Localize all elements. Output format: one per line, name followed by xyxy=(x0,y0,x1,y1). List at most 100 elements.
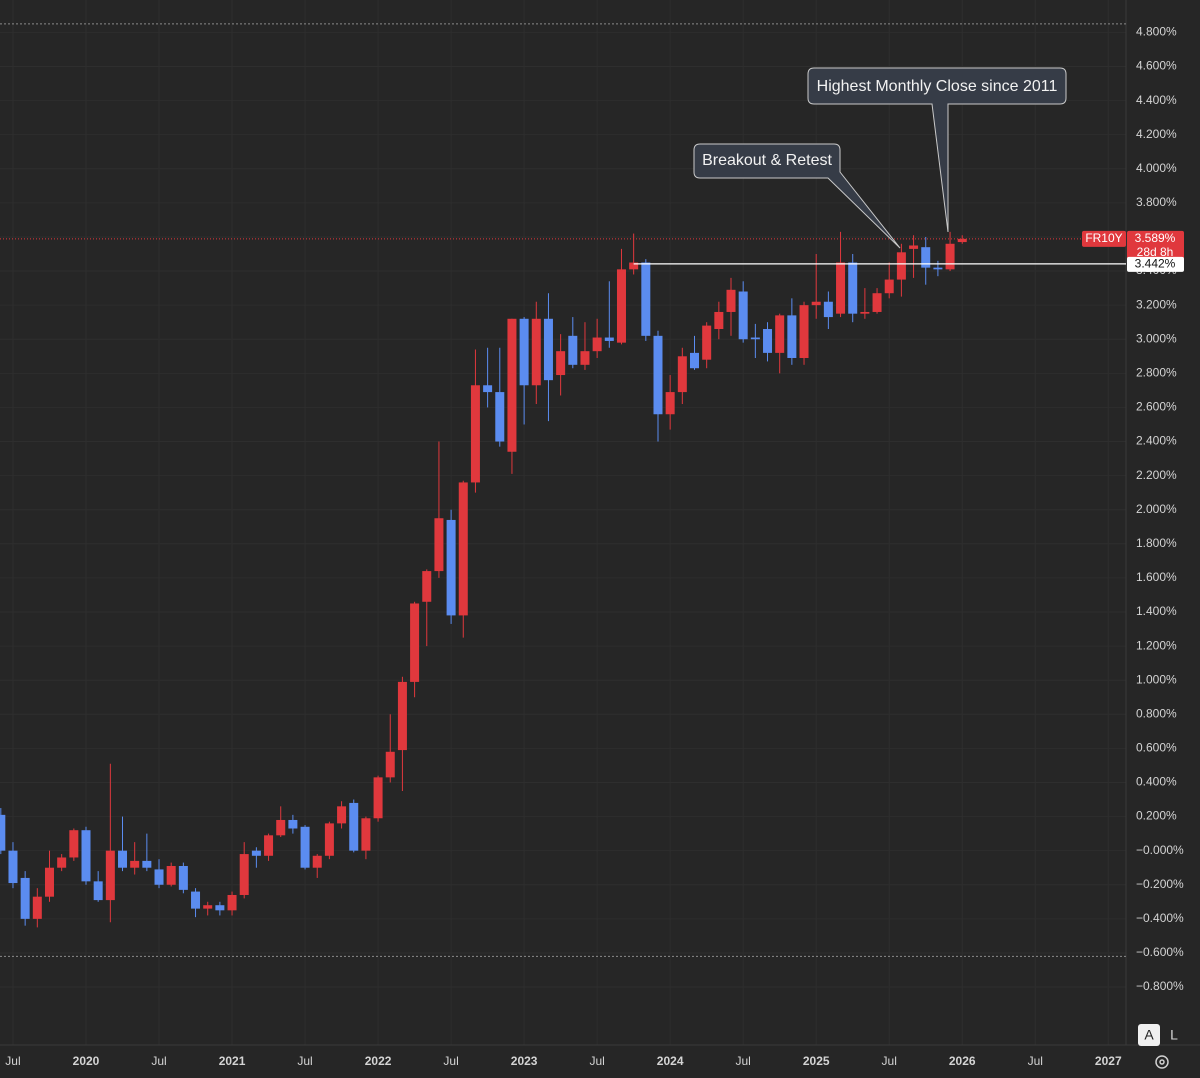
callout: Highest Monthly Close since 2011 xyxy=(807,67,1067,233)
body xyxy=(154,869,164,885)
body xyxy=(57,857,67,868)
body xyxy=(178,866,188,890)
body xyxy=(69,830,79,858)
body xyxy=(44,867,54,897)
body xyxy=(872,293,882,312)
overlays: FR10Y 3.589%28d 8h3.442% xyxy=(0,230,1184,272)
body xyxy=(422,571,432,602)
body xyxy=(543,318,553,381)
body xyxy=(288,819,298,829)
body xyxy=(337,806,347,824)
body xyxy=(105,850,115,901)
body xyxy=(787,315,797,358)
x-tick-label: Jul xyxy=(151,1054,166,1068)
body xyxy=(763,329,773,353)
y-tick-label: 3.200% xyxy=(1136,297,1177,311)
callout: Breakout & Retest xyxy=(693,143,901,249)
body xyxy=(434,518,444,572)
x-tick-label: Jul xyxy=(882,1054,897,1068)
x-tick-label: Jul xyxy=(736,1054,751,1068)
body xyxy=(556,351,566,376)
body xyxy=(945,243,955,270)
body xyxy=(653,335,663,415)
x-tick-label: 2024 xyxy=(657,1054,684,1068)
x-tick-label: Jul xyxy=(589,1054,604,1068)
y-tick-label: 0.800% xyxy=(1136,706,1177,720)
body xyxy=(629,262,639,270)
body xyxy=(361,818,371,851)
x-tick-label: 2020 xyxy=(73,1054,100,1068)
body xyxy=(884,279,894,294)
body xyxy=(446,519,456,616)
gear[interactable] xyxy=(1155,1055,1169,1069)
y-tick-label: 3.000% xyxy=(1136,331,1177,345)
body xyxy=(373,777,383,819)
body xyxy=(349,802,359,851)
y-tick-label: −0.800% xyxy=(1136,979,1184,993)
y-tick-label: −0.000% xyxy=(1136,843,1184,857)
button[interactable]: L xyxy=(1170,1027,1178,1043)
body xyxy=(665,392,675,415)
settings-icon[interactable] xyxy=(1155,1055,1169,1069)
body xyxy=(933,267,943,270)
body xyxy=(507,318,517,452)
body xyxy=(215,905,225,911)
body xyxy=(495,392,505,442)
body xyxy=(324,823,334,856)
y-tick-label: 0.200% xyxy=(1136,809,1177,823)
body xyxy=(276,819,286,836)
body xyxy=(483,385,493,393)
body xyxy=(702,325,712,360)
body xyxy=(32,896,42,919)
x-tick-label: Jul xyxy=(5,1054,20,1068)
y-tick-label: 4.800% xyxy=(1136,25,1177,39)
body xyxy=(227,894,237,911)
body xyxy=(738,291,748,340)
candles xyxy=(0,231,967,928)
button-bg[interactable] xyxy=(1138,1024,1160,1046)
body xyxy=(775,315,785,353)
y-tick-label: 4.200% xyxy=(1136,127,1177,141)
body xyxy=(397,681,407,751)
y-tick-label: 1.000% xyxy=(1136,672,1177,686)
y-tick-label: 2.000% xyxy=(1136,502,1177,516)
body xyxy=(191,891,201,909)
body xyxy=(470,385,480,483)
y-tick-label: 0.400% xyxy=(1136,775,1177,789)
y-tick-label: 4.400% xyxy=(1136,93,1177,107)
body xyxy=(385,751,395,778)
button[interactable]: A xyxy=(1144,1027,1154,1043)
body xyxy=(458,482,468,616)
gear-center[interactable] xyxy=(1159,1059,1165,1065)
body xyxy=(714,311,724,330)
price-label: 3.589% xyxy=(1135,231,1176,245)
body xyxy=(130,860,140,868)
body xyxy=(81,830,91,882)
body xyxy=(799,305,809,358)
y-tick-label: 4.600% xyxy=(1136,59,1177,73)
body xyxy=(957,238,967,243)
body xyxy=(921,247,931,268)
body xyxy=(616,269,626,343)
body xyxy=(312,855,322,868)
y-tick-label: −0.600% xyxy=(1136,945,1184,959)
y-tick-label: 3.800% xyxy=(1136,195,1177,209)
body xyxy=(531,318,541,386)
y-tick-label: 0.600% xyxy=(1136,741,1177,755)
body xyxy=(677,356,687,393)
x-tick-label: 2021 xyxy=(219,1054,246,1068)
y-tick-label: 2.800% xyxy=(1136,366,1177,380)
body xyxy=(93,881,103,901)
body xyxy=(592,337,602,352)
x-tick-label: 2027 xyxy=(1095,1054,1122,1068)
body xyxy=(203,905,213,909)
level-label: 3.442% xyxy=(1135,257,1176,271)
body xyxy=(811,301,821,306)
body xyxy=(166,866,176,885)
countdown: 28d 8h xyxy=(1137,245,1174,259)
body xyxy=(580,351,590,365)
body xyxy=(519,318,529,386)
body xyxy=(690,352,699,369)
